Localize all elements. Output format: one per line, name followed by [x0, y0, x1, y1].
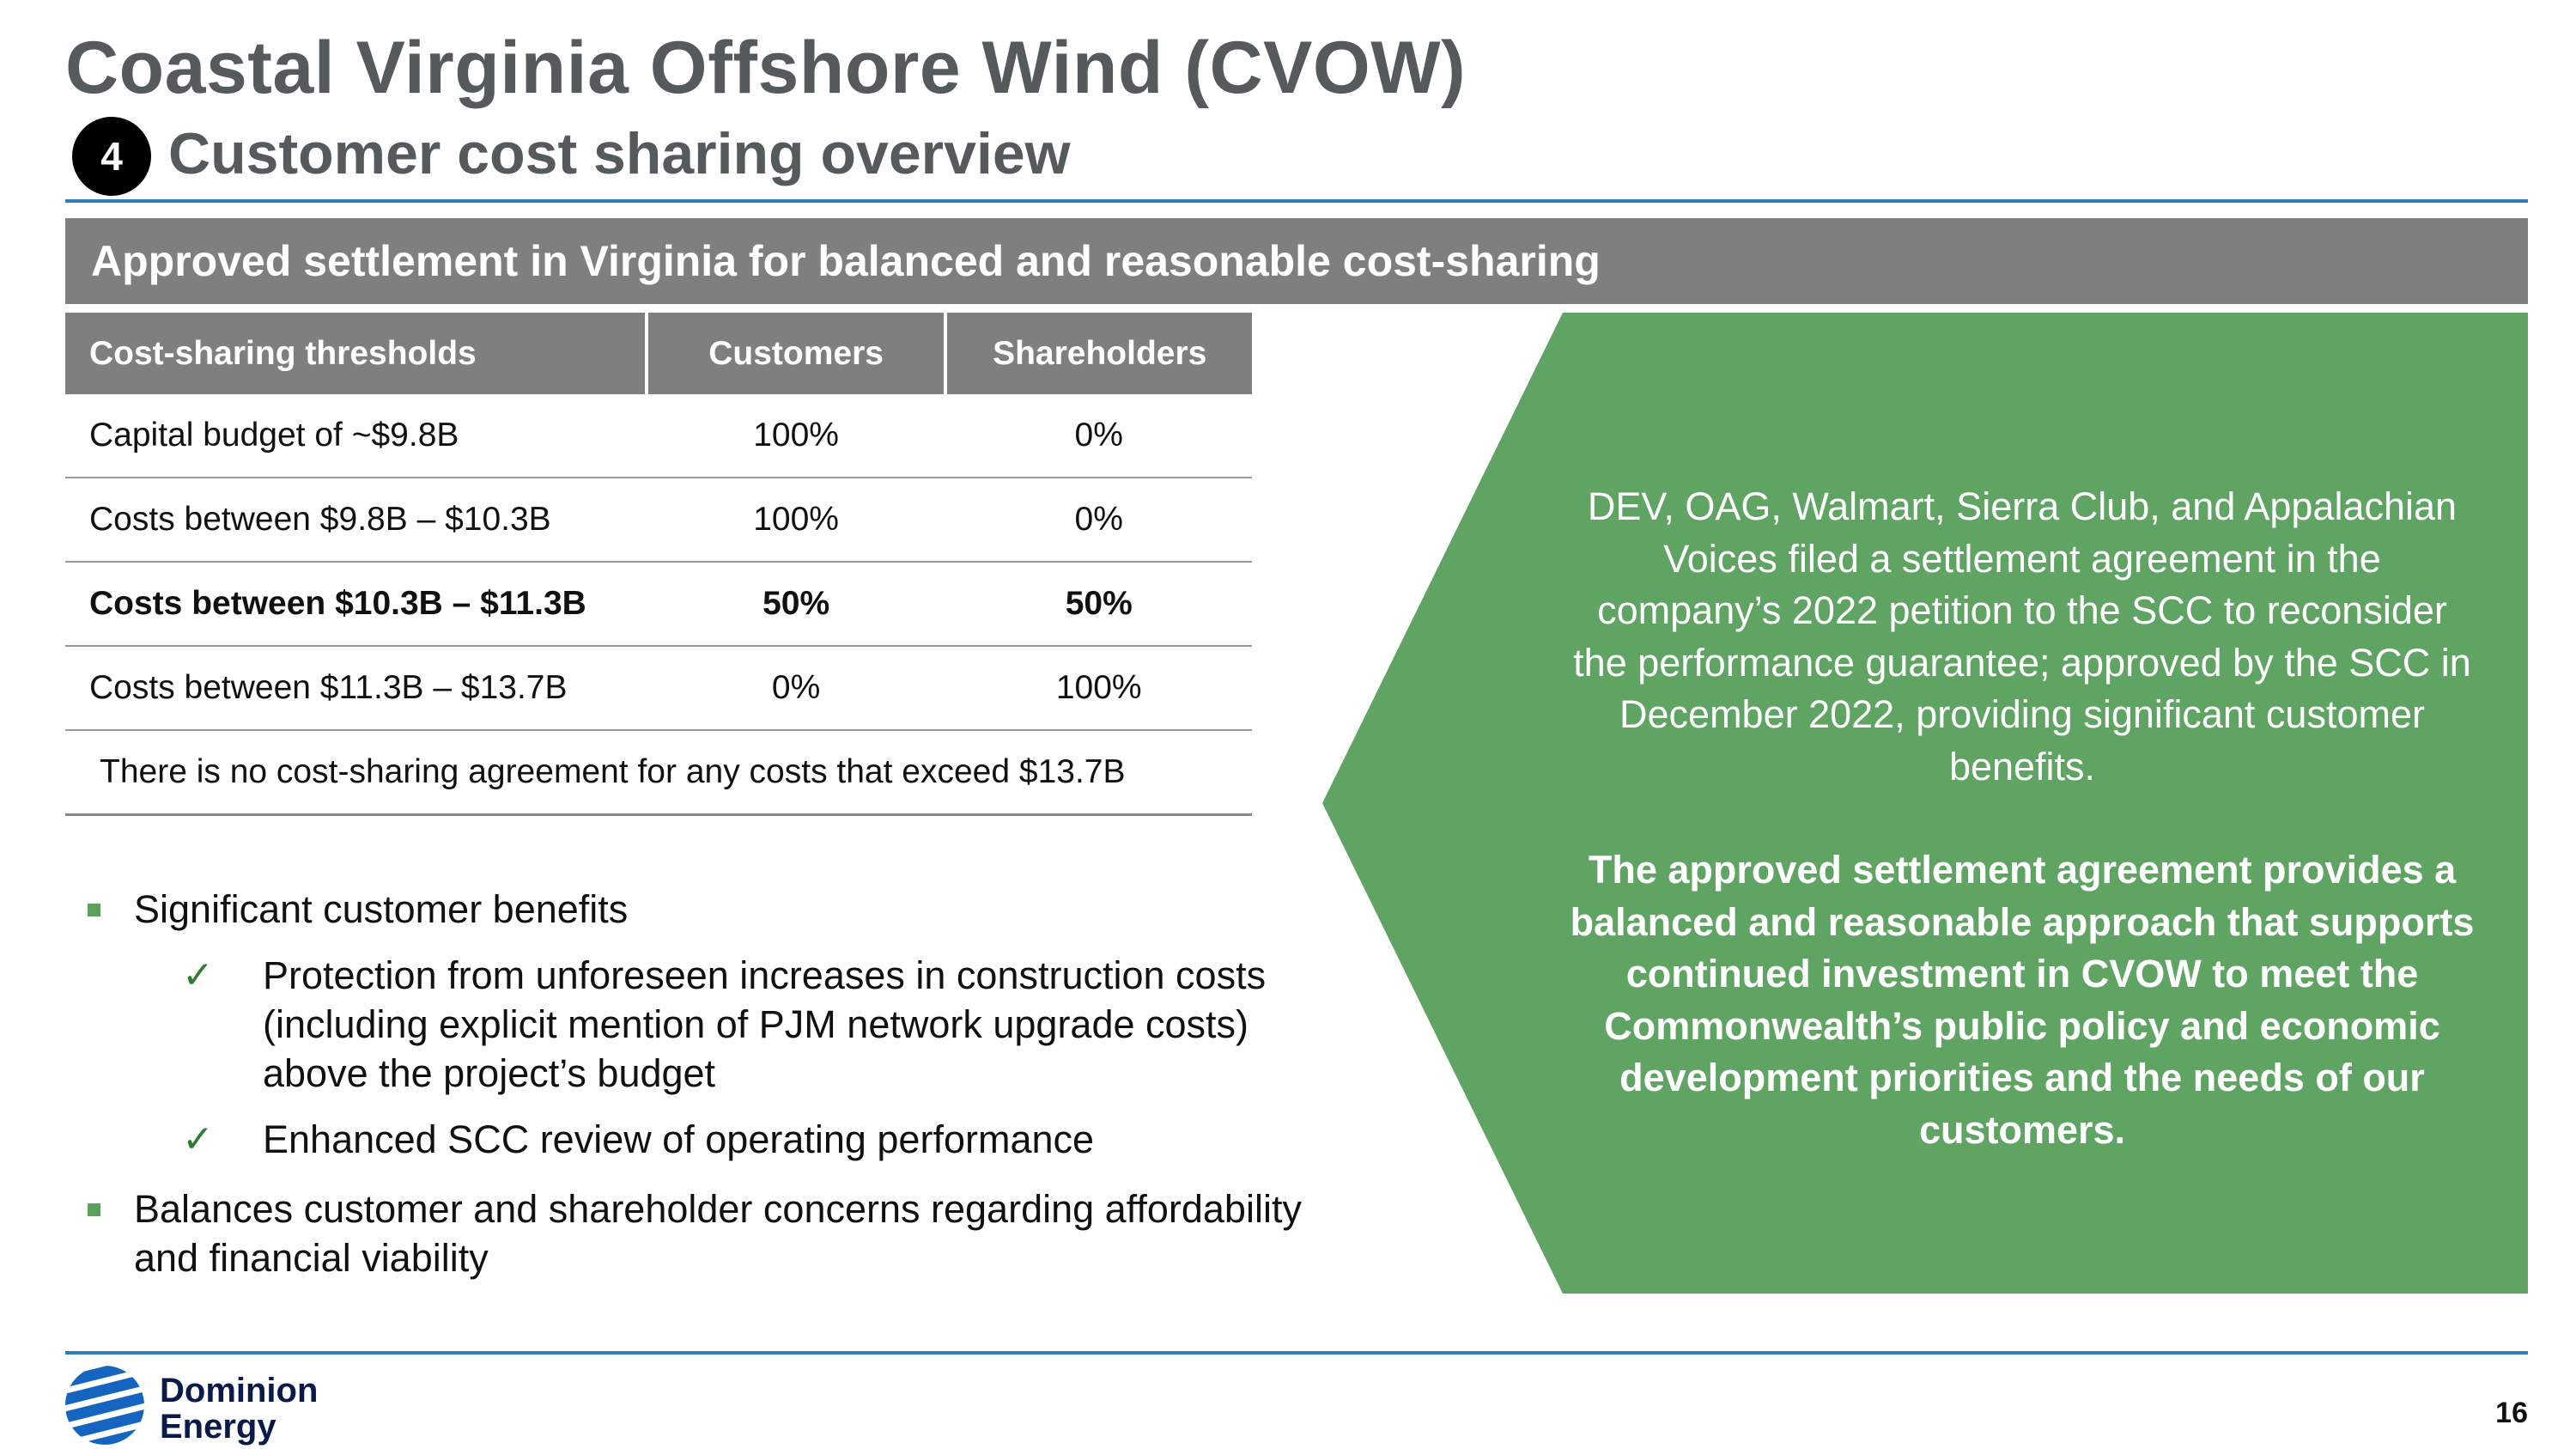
customers-cell: 0%: [646, 646, 946, 731]
table-row: Costs between $11.3B – $13.7B 0% 100%: [65, 646, 1252, 731]
company-logo-text: Dominion Energy: [160, 1373, 318, 1445]
bullet-text: Significant customer benefits: [134, 887, 629, 931]
shareholders-cell: 50%: [945, 562, 1252, 647]
customers-cell: 50%: [646, 562, 946, 647]
step-number-badge: 4: [72, 117, 151, 196]
sub-bullet-text: Enhanced SCC review of operating perform…: [263, 1117, 1095, 1161]
section-banner: Approved settlement in Virginia for bala…: [65, 218, 2528, 304]
logo-line-1: Dominion: [160, 1372, 319, 1409]
callout-chevron-shape: [1322, 313, 2528, 1294]
settlement-callout: DEV, OAG, Walmart, Sierra Club, and Appa…: [1567, 481, 2477, 1156]
checkmark-icon: ✓: [182, 1118, 214, 1160]
dominion-energy-logo-icon: [65, 1366, 144, 1445]
bullet-item: Balances customer and shareholder concer…: [86, 1184, 1305, 1282]
column-header-thresholds: Cost-sharing thresholds: [65, 313, 647, 394]
shareholders-cell: 0%: [945, 394, 1252, 478]
threshold-cell: Costs between $9.8B – $10.3B: [65, 478, 647, 563]
threshold-cell: Costs between $10.3B – $11.3B: [65, 562, 647, 647]
sub-bullet-item: ✓ Enhanced SCC review of operating perfo…: [86, 1115, 1305, 1164]
cost-sharing-table: Cost-sharing thresholds Customers Shareh…: [65, 313, 1252, 816]
logo-line-2: Energy: [160, 1408, 276, 1446]
sub-bullet-item: ✓ Protection from unforeseen increases i…: [86, 951, 1305, 1098]
table-row: Capital budget of ~$9.8B 100% 0%: [65, 394, 1252, 478]
customers-cell: 100%: [646, 478, 946, 563]
callout-emphasis-paragraph: The approved settlement agreement provid…: [1570, 848, 2475, 1152]
sub-bullet-text: Protection from unforeseen increases in …: [263, 953, 1267, 1095]
threshold-cell: Costs between $11.3B – $13.7B: [65, 646, 647, 731]
table-note: There is no cost-sharing agreement for a…: [65, 730, 1252, 816]
shareholders-cell: 0%: [945, 478, 1252, 563]
footer-divider: [65, 1351, 2528, 1355]
table-header-row: Cost-sharing thresholds Customers Shareh…: [65, 313, 1252, 394]
header-divider: [65, 199, 2528, 203]
benefits-list: Significant customer benefits ✓ Protecti…: [86, 885, 1305, 1282]
bullet-text: Balances customer and shareholder concer…: [134, 1187, 1302, 1280]
page-subtitle: Customer cost sharing overview: [168, 121, 1071, 186]
column-header-shareholders: Shareholders: [944, 313, 1252, 394]
shareholders-cell: 100%: [945, 646, 1252, 731]
table-row: Costs between $9.8B – $10.3B 100% 0%: [65, 478, 1252, 563]
square-bullet-icon: [88, 1203, 100, 1216]
settlement-callout-shape: [1322, 313, 2528, 1294]
bullet-item: Significant customer benefits: [86, 885, 1305, 934]
column-header-customers: Customers: [644, 313, 946, 394]
page-number: 16: [2495, 1397, 2528, 1429]
checkmark-icon: ✓: [182, 954, 214, 996]
table-note-row: There is no cost-sharing agreement for a…: [65, 730, 1252, 816]
threshold-cell: Capital budget of ~$9.8B: [65, 394, 647, 478]
table-row-highlighted: Costs between $10.3B – $11.3B 50% 50%: [65, 562, 1252, 647]
callout-paragraph: DEV, OAG, Walmart, Sierra Club, and Appa…: [1573, 484, 2471, 788]
customers-cell: 100%: [646, 394, 946, 478]
page-title: Coastal Virginia Offshore Wind (CVOW): [65, 27, 1467, 109]
section-banner-text: Approved settlement in Virginia for bala…: [91, 237, 1601, 285]
square-bullet-icon: [88, 904, 100, 916]
